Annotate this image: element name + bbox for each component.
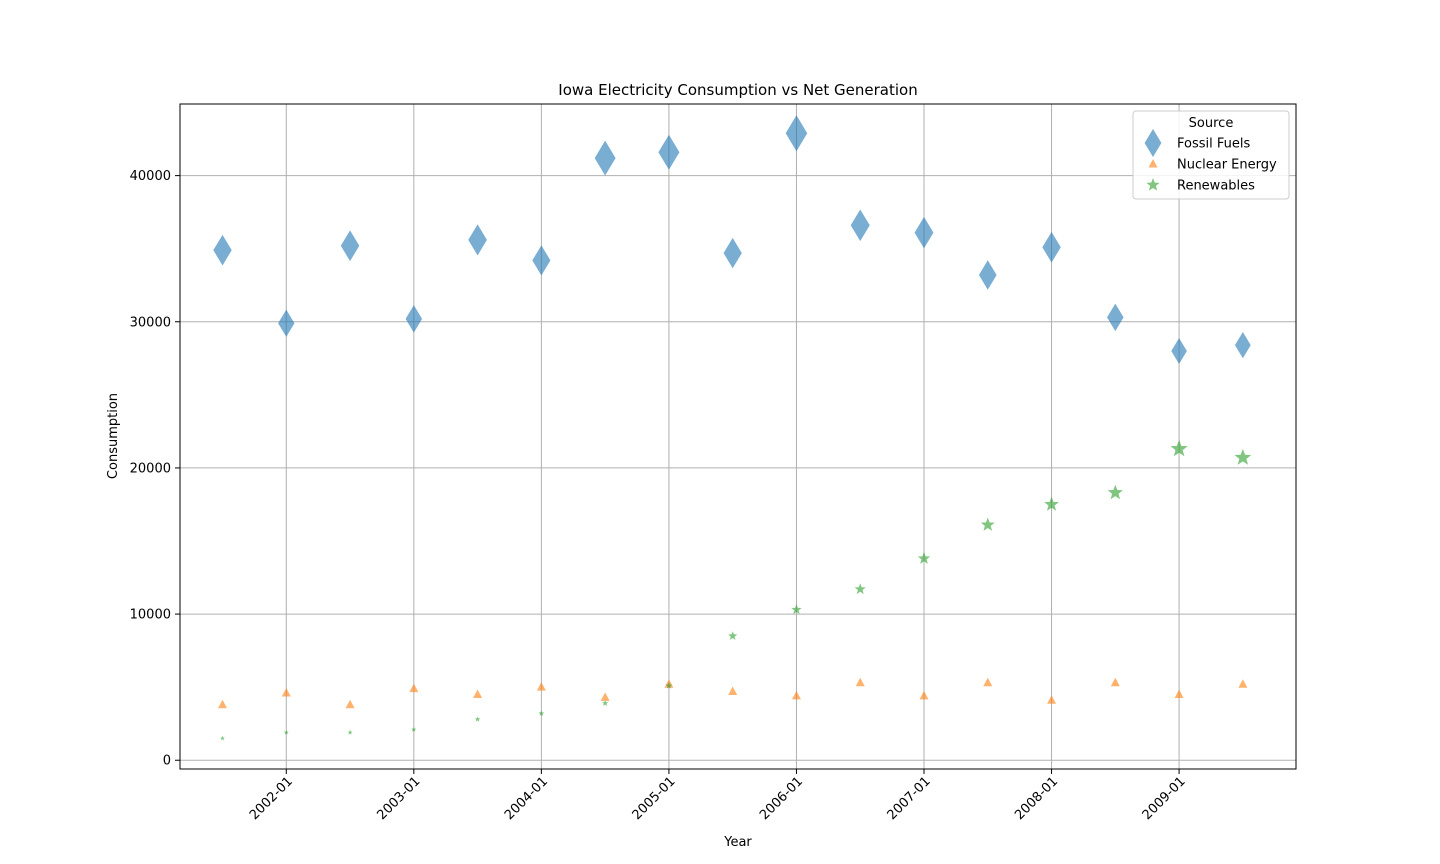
data-point xyxy=(345,699,355,709)
data-point xyxy=(532,245,551,276)
data-point xyxy=(1044,496,1059,511)
data-point xyxy=(1107,303,1124,332)
data-point xyxy=(791,690,801,700)
y-tick-label: 30000 xyxy=(130,315,171,330)
data-point xyxy=(220,735,225,741)
data-point xyxy=(785,115,808,152)
data-point xyxy=(281,688,291,697)
data-point xyxy=(791,604,802,615)
data-point xyxy=(1238,679,1248,688)
data-point xyxy=(980,517,995,531)
series-fossil-fuels xyxy=(213,115,1251,364)
legend-entry-label: Renewables xyxy=(1177,179,1255,194)
y-tick-label: 0 xyxy=(163,754,171,769)
data-point xyxy=(1110,677,1120,687)
data-point xyxy=(855,677,865,687)
legend-entry-label: Fossil Fuels xyxy=(1177,137,1250,152)
data-point xyxy=(1234,332,1251,359)
x-axis-label: Year xyxy=(723,835,752,850)
data-point xyxy=(283,729,289,735)
y-axis-label: Consumption xyxy=(106,393,121,479)
legend-entry-label: Nuclear Energy xyxy=(1177,158,1277,173)
legend: Source Fossil Fuels Nuclear Energy Renewab… xyxy=(1132,110,1290,200)
legend-marker xyxy=(1148,159,1158,168)
plot-frame xyxy=(179,103,1297,770)
data-point xyxy=(978,260,997,290)
data-point xyxy=(409,683,419,693)
data-point xyxy=(850,209,870,242)
data-point xyxy=(405,305,423,333)
legend-box xyxy=(1132,110,1290,200)
data-point xyxy=(914,216,934,249)
data-point xyxy=(347,729,353,735)
legend-title: Source xyxy=(1189,116,1234,131)
data-point xyxy=(1174,689,1184,698)
data-point xyxy=(1171,338,1187,364)
data-point xyxy=(536,682,546,691)
data-point xyxy=(658,134,680,170)
data-point xyxy=(917,552,931,564)
data-point xyxy=(594,140,616,176)
series-nuclear-energy xyxy=(218,677,1248,709)
data-point xyxy=(919,690,929,700)
data-point xyxy=(1107,484,1123,500)
data-point xyxy=(411,726,417,732)
data-point xyxy=(340,230,360,262)
data-point xyxy=(665,682,673,689)
data-point xyxy=(728,686,738,696)
series-renewables xyxy=(220,439,1252,741)
data-point xyxy=(602,699,609,706)
data-point xyxy=(1234,448,1252,465)
data-point xyxy=(218,699,228,709)
legend-marker xyxy=(1144,129,1162,157)
data-point xyxy=(468,224,487,256)
data-point xyxy=(1042,231,1061,263)
data-point xyxy=(474,716,481,722)
data-point xyxy=(600,692,610,701)
y-tick-label: 10000 xyxy=(130,608,171,623)
plot-marks xyxy=(213,115,1252,741)
data-point xyxy=(723,237,742,269)
y-tick-label: 20000 xyxy=(130,461,171,476)
data-point xyxy=(473,689,483,698)
data-point xyxy=(728,631,738,640)
data-point xyxy=(213,234,232,266)
grid xyxy=(180,104,1296,769)
y-tick-label: 40000 xyxy=(130,169,171,184)
data-point xyxy=(538,710,545,716)
data-point xyxy=(1047,695,1057,704)
data-point xyxy=(983,677,993,687)
legend-marker xyxy=(1146,178,1160,191)
chart-title: Iowa Electricity Consumption vs Net Gene… xyxy=(558,81,917,99)
data-point xyxy=(1170,439,1188,457)
data-point xyxy=(854,583,866,594)
data-point xyxy=(278,309,295,337)
